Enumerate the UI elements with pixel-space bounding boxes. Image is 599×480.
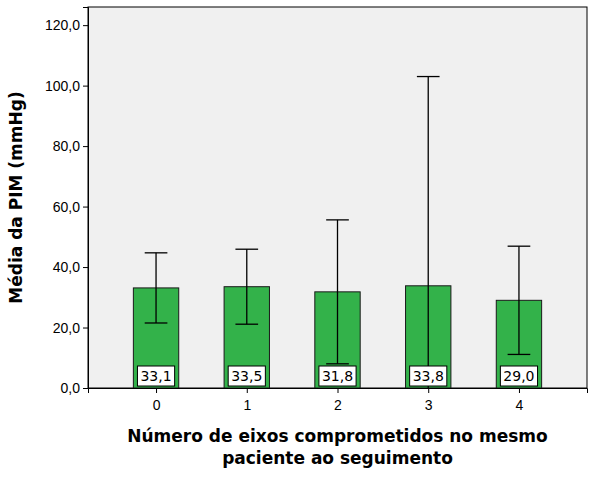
data-label: 29,0 [500, 366, 537, 386]
x-tick-label: 2 [334, 397, 342, 413]
error-bar [417, 77, 440, 388]
x-tick-mark [428, 388, 429, 393]
x-tick: 2 [334, 388, 342, 413]
y-tick: 0,0 [61, 380, 88, 396]
data-label: 31,8 [319, 366, 356, 386]
data-label-text: 33,1 [140, 368, 171, 384]
y-tick-mark [83, 207, 88, 208]
error-stem [337, 220, 338, 364]
y-tick: 120,0 [45, 17, 88, 33]
y-tick-mark [83, 146, 88, 147]
data-label: 33,1 [137, 366, 174, 386]
x-tick-label: 3 [425, 397, 433, 413]
plot: 0,020,040,060,080,0100,0120,00123433,133… [45, 7, 588, 480]
data-label-text: 33,8 [413, 368, 444, 384]
x-tick-mark [247, 388, 248, 393]
data-label-text: 33,5 [231, 368, 262, 384]
x-axis-title: Número de eixos comprometidos no mesmo [127, 426, 547, 446]
marks [133, 77, 541, 388]
error-cap-upper [508, 246, 531, 247]
x-tick-mark [519, 388, 520, 393]
x-tick: 0 [153, 388, 161, 413]
error-cap-lower [508, 354, 531, 355]
x-tick-mark [156, 388, 157, 393]
y-tick-mark [83, 267, 88, 268]
data-label-text: 29,0 [503, 368, 534, 384]
error-cap-lower [326, 363, 349, 364]
error-bar [235, 249, 258, 324]
x-axis: 0 1 2 3 4 [89, 388, 588, 413]
data-label-box [500, 366, 537, 386]
x-tick: 4 [516, 388, 524, 413]
y-tick-mark [83, 86, 88, 87]
y-axis: 0,0 20,0 40,0 60,0 80,0 100,0 120,0 [45, 8, 89, 396]
y-axis-title: Média da PIM (mmHg) [6, 91, 26, 303]
y-tick: 40,0 [53, 259, 88, 275]
x-tick-label: 1 [243, 397, 251, 413]
y-tick-mark [83, 388, 88, 389]
y-tick: 20,0 [53, 320, 88, 336]
error-cap-lower [235, 324, 258, 325]
y-tick-label: 80,0 [53, 138, 80, 154]
y-tick-label: 120,0 [45, 17, 80, 33]
y-tick-mark [83, 328, 88, 329]
error-cap-upper [145, 252, 168, 253]
error-cap-upper [235, 249, 258, 250]
y-tick-label: 20,0 [53, 320, 80, 336]
x-tick-label: 0 [153, 397, 161, 413]
x-tick: 1 [243, 388, 251, 413]
x-axis-line [89, 389, 588, 394]
error-cap-upper [417, 76, 440, 77]
y-tick: 80,0 [53, 138, 88, 154]
error-bar [145, 253, 168, 323]
chart: 0,020,040,060,080,0100,0120,00123433,133… [0, 0, 599, 480]
error-bar [508, 246, 531, 354]
data-label-text: 31,8 [322, 368, 353, 384]
data-label: 33,5 [228, 366, 265, 386]
y-tick-label: 40,0 [53, 259, 80, 275]
y-tick: 60,0 [53, 199, 88, 215]
error-stem [246, 249, 247, 324]
data-label-box [319, 366, 356, 386]
data-label-box [228, 366, 265, 386]
y-tick-label: 100,0 [45, 78, 80, 94]
error-stem [155, 253, 156, 323]
y-tick: 100,0 [45, 78, 88, 94]
x-axis-title: paciente ao seguimento [222, 448, 453, 468]
y-tick-label: 60,0 [53, 199, 80, 215]
data-labels: 33,1 33,5 31,8 33,8 29,0 [137, 366, 537, 386]
error-cap-upper [326, 219, 349, 220]
y-axis-line [83, 8, 89, 389]
error-bar [326, 220, 349, 364]
data-label-box [410, 366, 447, 386]
data-label: 33,8 [410, 366, 447, 386]
x-tick: 3 [425, 388, 433, 413]
plot-frame [88, 7, 587, 388]
error-cap-lower [145, 322, 168, 323]
y-tick-mark [83, 25, 88, 26]
x-tick-mark [338, 388, 339, 393]
data-label-box [137, 366, 174, 386]
x-tick-label: 4 [516, 397, 524, 413]
error-stem [518, 246, 519, 354]
error-stem [428, 77, 429, 388]
y-tick-label: 0,0 [61, 380, 81, 396]
